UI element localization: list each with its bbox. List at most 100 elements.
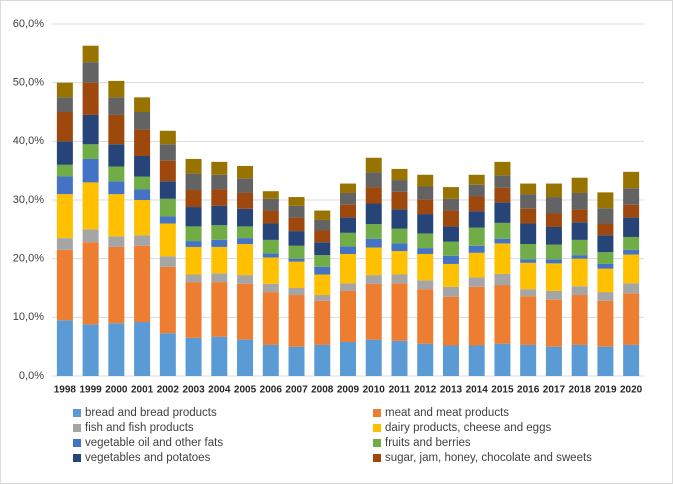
bar-segment: [417, 253, 434, 281]
bar-segment: [159, 216, 176, 224]
bar-segment: [391, 243, 408, 252]
y-tick-label: 20,0%: [13, 253, 44, 265]
bar-segment: [442, 263, 459, 287]
bar-segment: [417, 280, 434, 290]
x-tick-label: 2006: [260, 385, 283, 396]
bar-segment: [288, 245, 305, 259]
bar-segment: [494, 285, 511, 344]
bar-segment: [185, 226, 202, 242]
bar-segment: [237, 226, 254, 239]
bar-segment: [597, 300, 614, 347]
bar-segment: [82, 144, 99, 159]
bar-segment: [365, 283, 382, 340]
bar-segment: [185, 207, 202, 227]
bar-segment: [571, 222, 588, 240]
bar-segment: [56, 82, 73, 98]
bar-segment: [623, 293, 640, 345]
bar-segment: [340, 253, 356, 284]
bar-segment: [237, 238, 254, 244]
bar-segment: [340, 183, 356, 193]
legend-label: meat and meat products: [385, 407, 509, 419]
bar-segment: [597, 208, 614, 224]
x-tick-label: 2003: [182, 385, 205, 396]
bar-segment: [340, 290, 356, 342]
bar-segment: [108, 97, 125, 115]
bar-segment: [314, 266, 331, 275]
bar-segment: [288, 205, 305, 218]
bar-segment: [597, 223, 614, 236]
bar-segment: [571, 258, 588, 287]
bar-segment: [365, 247, 382, 276]
bar-segment: [185, 173, 202, 191]
bar-segment: [288, 231, 305, 246]
bar-segment: [185, 158, 202, 174]
bar-segment: [391, 283, 408, 341]
bar-segment: [288, 346, 305, 376]
bar-segment: [494, 238, 511, 244]
bar-segment: [314, 255, 331, 267]
bar-segment: [391, 228, 408, 244]
bar-segment: [365, 224, 382, 239]
bar-segment: [159, 256, 176, 267]
bar-segment: [237, 339, 254, 376]
bar-segment: [82, 242, 99, 325]
bar-segment: [571, 255, 588, 259]
x-tick-label: 2015: [491, 385, 514, 396]
bar-segment: [365, 238, 382, 248]
bar-segment: [288, 197, 305, 206]
bar-segment: [365, 203, 382, 225]
bar-segment: [340, 283, 356, 291]
bar-segment: [494, 222, 511, 239]
y-tick-label: 0,0%: [19, 370, 44, 382]
bar-segment: [391, 191, 408, 210]
bar-segment: [211, 336, 228, 376]
bar-segment: [108, 144, 125, 167]
bar-segment: [623, 204, 640, 218]
bar-segment: [442, 198, 459, 211]
bar-segment: [159, 198, 176, 217]
bar-segment: [108, 323, 125, 376]
bar-segment: [262, 257, 279, 284]
bar-segment: [520, 183, 537, 195]
bar-segment: [185, 246, 202, 275]
bar-segment: [545, 244, 562, 260]
bar-segment: [597, 263, 614, 269]
legend-label: vegetables and potatoes: [85, 452, 211, 464]
bar-segment: [134, 129, 151, 156]
bar-segment: [597, 346, 614, 376]
bar-segment: [56, 249, 73, 321]
bar-segment: [262, 344, 279, 376]
legend-label: fish and fish products: [85, 422, 194, 434]
bar-segment: [134, 156, 151, 177]
bar-segment: [237, 244, 254, 276]
bar-segment: [365, 275, 382, 284]
x-tick-label: 2007: [285, 385, 308, 396]
bar-segment: [597, 192, 614, 209]
bar-segment: [391, 340, 408, 376]
bar-segment: [623, 236, 640, 250]
x-tick-label: 1999: [79, 385, 102, 396]
x-tick-label: 2002: [157, 385, 180, 396]
bar-segment: [211, 282, 228, 337]
bar-segment: [108, 80, 125, 98]
legend-label: dairy products, cheese and eggs: [385, 422, 551, 434]
x-tick-label: 2009: [337, 385, 360, 396]
bar-segment: [391, 274, 408, 284]
bar-segment: [211, 239, 228, 247]
bar-segment: [417, 186, 434, 200]
x-tick-label: 2010: [363, 385, 386, 396]
bar-segment: [262, 198, 279, 211]
bar-segment: [623, 217, 640, 237]
y-tick-label: 40,0%: [13, 135, 44, 147]
bar-segment: [545, 299, 562, 347]
legend-label: fruits and berries: [385, 437, 471, 449]
x-tick-label: 2014: [466, 385, 489, 396]
bar-segment: [545, 263, 562, 291]
bar-segment: [82, 62, 99, 83]
bar-segment: [314, 300, 331, 345]
bar-segment: [134, 112, 151, 130]
bar-segment: [288, 288, 305, 296]
bar-segment: [494, 273, 511, 286]
bar-segment: [108, 246, 125, 324]
